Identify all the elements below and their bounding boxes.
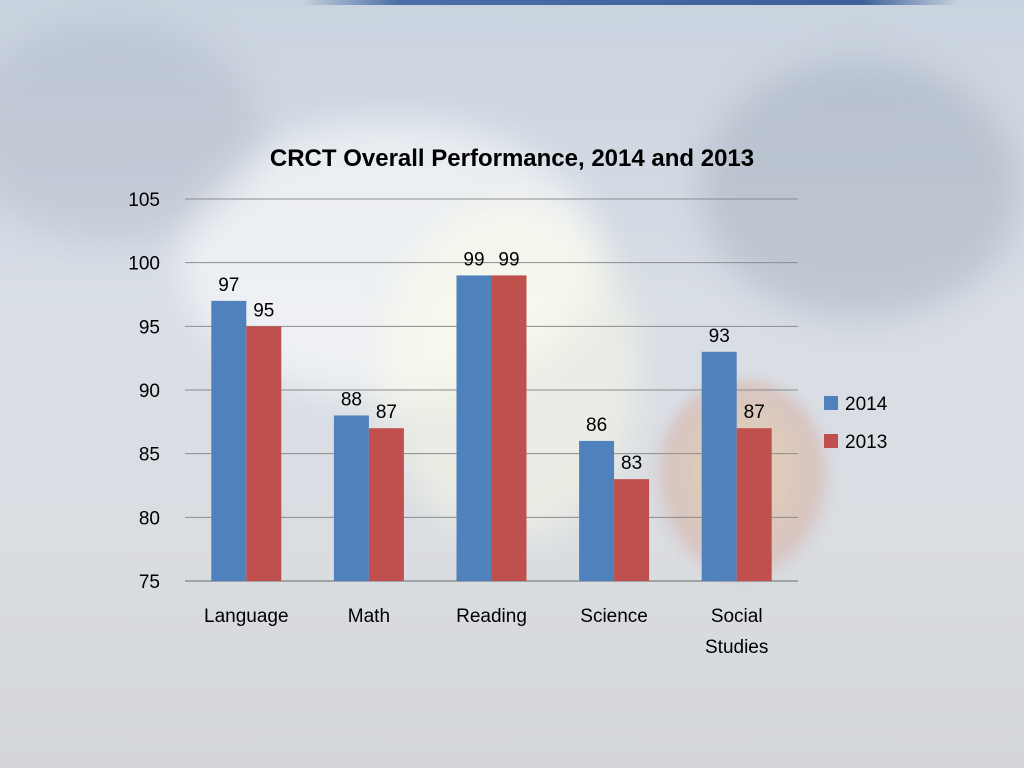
- y-axis-ticks: 75 80 85 90 95 100 105: [128, 190, 160, 593]
- legend-label: 2014: [845, 394, 888, 415]
- bar-2013: [246, 326, 282, 581]
- top-decoration-strip: [300, 0, 960, 5]
- bar-2013: [614, 479, 650, 581]
- y-tick-label: 90: [139, 381, 160, 402]
- data-label: 97: [218, 275, 239, 296]
- y-tick-label: 80: [139, 508, 160, 529]
- legend-swatch-2014: [824, 396, 838, 410]
- x-tick-label: Science: [580, 606, 648, 627]
- x-tick-label: Reading: [456, 606, 527, 627]
- cloud-shadow: [0, 20, 260, 240]
- legend: 2014 2013: [824, 394, 888, 453]
- x-axis-ticks: Language Math Reading Science Social Studies: [204, 606, 768, 658]
- data-labels: 97 95 88 87 99 99 86 83 93 87: [218, 249, 765, 474]
- data-label: 88: [341, 389, 362, 410]
- data-label: 93: [709, 326, 730, 347]
- data-label: 87: [744, 402, 765, 423]
- y-tick-label: 100: [128, 254, 160, 275]
- bars: [211, 275, 772, 581]
- bar-2014: [456, 275, 492, 581]
- bar-2013: [736, 428, 772, 581]
- data-label: 95: [253, 300, 274, 321]
- bar-2013: [368, 428, 404, 581]
- y-tick-label: 105: [128, 190, 160, 211]
- data-label: 86: [586, 415, 607, 436]
- x-tick-label: Language: [204, 606, 289, 627]
- y-tick-label: 85: [139, 445, 160, 466]
- bar-2014: [211, 300, 247, 581]
- x-tick-label-line: Social: [711, 606, 763, 627]
- bar-2014: [701, 351, 737, 581]
- cloud-shadow: [700, 60, 1020, 320]
- bar-2014: [333, 415, 369, 581]
- legend-swatch-2013: [824, 434, 838, 448]
- y-tick-label: 95: [139, 317, 160, 338]
- y-tick-label: 75: [139, 572, 160, 593]
- x-tick-label-line: Studies: [705, 637, 768, 658]
- x-tick-label: Social Studies: [705, 606, 768, 658]
- chart-title: CRCT Overall Performance, 2014 and 2013: [270, 145, 754, 172]
- data-label: 87: [376, 402, 397, 423]
- data-label: 83: [621, 453, 642, 474]
- data-label: 99: [498, 249, 519, 270]
- bar-2014: [579, 440, 615, 581]
- data-label: 99: [463, 249, 484, 270]
- x-tick-label: Math: [348, 606, 390, 627]
- legend-label: 2013: [845, 432, 887, 453]
- bar-2013: [491, 275, 527, 581]
